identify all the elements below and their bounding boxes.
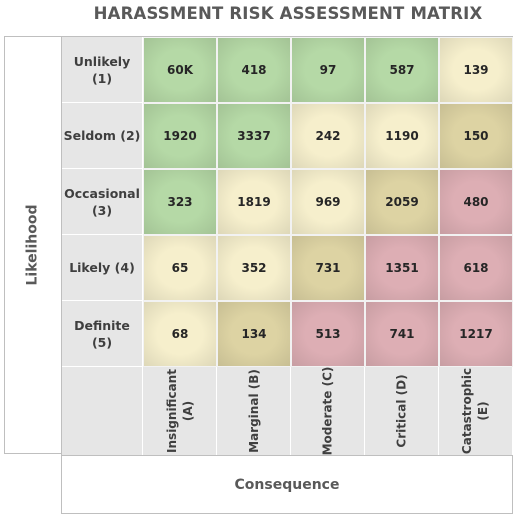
matrix-cell: 150 — [439, 103, 513, 169]
likelihood-axis-label: Likelihood — [24, 204, 41, 286]
chart-title: HARASSMENT RISK ASSESSMENT MATRIX — [93, 4, 483, 23]
row-label: Unlikely (1) — [62, 37, 143, 103]
matrix-cell: 618 — [439, 235, 513, 301]
row-label: Definite (5) — [62, 301, 143, 367]
matrix-cell: 134 — [217, 301, 291, 367]
column-label: Marginal (B) — [217, 367, 291, 455]
matrix-cell: 1217 — [439, 301, 513, 367]
matrix-cell: 1920 — [143, 103, 217, 169]
matrix-cell: 513 — [291, 301, 365, 367]
matrix-cell: 1351 — [365, 235, 439, 301]
matrix-cell: 139 — [439, 37, 513, 103]
matrix-cell: 2059 — [365, 169, 439, 235]
column-label: Catastrophic (E) — [439, 367, 513, 455]
matrix-cell: 969 — [291, 169, 365, 235]
row-label: Occasional (3) — [62, 169, 143, 235]
matrix-cell: 587 — [365, 37, 439, 103]
likelihood-axis-label-container: Likelihood — [4, 36, 61, 454]
matrix-cell: 741 — [365, 301, 439, 367]
consequence-axis-label: Consequence — [61, 456, 513, 514]
matrix-cell: 65 — [143, 235, 217, 301]
matrix-cell: 1819 — [217, 169, 291, 235]
row-label: Seldom (2) — [62, 103, 143, 169]
matrix-cell: 242 — [291, 103, 365, 169]
matrix-cell: 323 — [143, 169, 217, 235]
matrix-cell: 480 — [439, 169, 513, 235]
matrix-cell: 1190 — [365, 103, 439, 169]
matrix-cell: 731 — [291, 235, 365, 301]
matrix-corner — [62, 367, 143, 455]
matrix-cell: 352 — [217, 235, 291, 301]
row-label: Likely (4) — [62, 235, 143, 301]
matrix-cell: 418 — [217, 37, 291, 103]
risk-matrix: Unlikely (1) 60K 418 97 587 139 Seldom (2) 1920… — [61, 36, 513, 456]
likelihood-axis-box — [4, 36, 61, 454]
matrix-cell: 97 — [291, 37, 365, 103]
matrix-cell: 60K — [143, 37, 217, 103]
column-label: Critical (D) — [365, 367, 439, 455]
matrix-cell: 3337 — [217, 103, 291, 169]
column-label: Insignificant (A) — [143, 367, 217, 455]
column-label: Moderate (C) — [291, 367, 365, 455]
matrix-cell: 68 — [143, 301, 217, 367]
